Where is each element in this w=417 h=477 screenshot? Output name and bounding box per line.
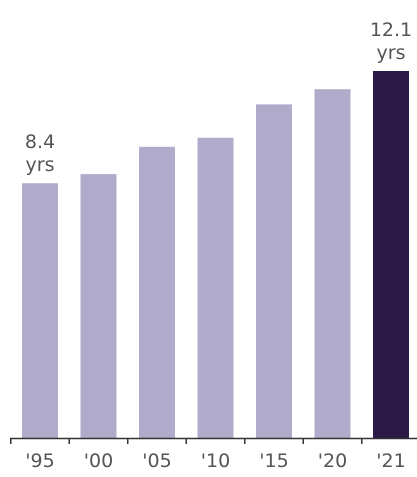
bar-0	[22, 183, 58, 438]
bar-5	[314, 89, 351, 438]
x-tick-label-5: '20	[318, 450, 347, 472]
data-label-value-6: 12.1	[370, 19, 412, 41]
x-tick-label-0: '95	[25, 450, 54, 472]
data-label-unit-6: yrs	[377, 42, 406, 64]
x-tick-label-2: '05	[142, 450, 171, 472]
bar-1	[80, 174, 117, 438]
x-ticks-group	[10, 438, 363, 444]
bar-6	[373, 71, 409, 438]
bar-4	[256, 104, 292, 439]
bars-group	[22, 71, 409, 439]
bar-3	[197, 137, 234, 439]
x-tick-label-4: '15	[259, 450, 288, 472]
x-tick-label-1: '00	[84, 450, 113, 472]
x-tick-label-3: '10	[201, 450, 230, 472]
x-tick-labels-group: '95 '00 '05 '10 '15 '20 '21	[25, 450, 405, 472]
bar-2	[139, 146, 175, 438]
x-tick-label-6: '21	[376, 450, 405, 472]
data-label-value-0: 8.4	[25, 131, 55, 153]
data-label-unit-0: yrs	[26, 154, 55, 176]
